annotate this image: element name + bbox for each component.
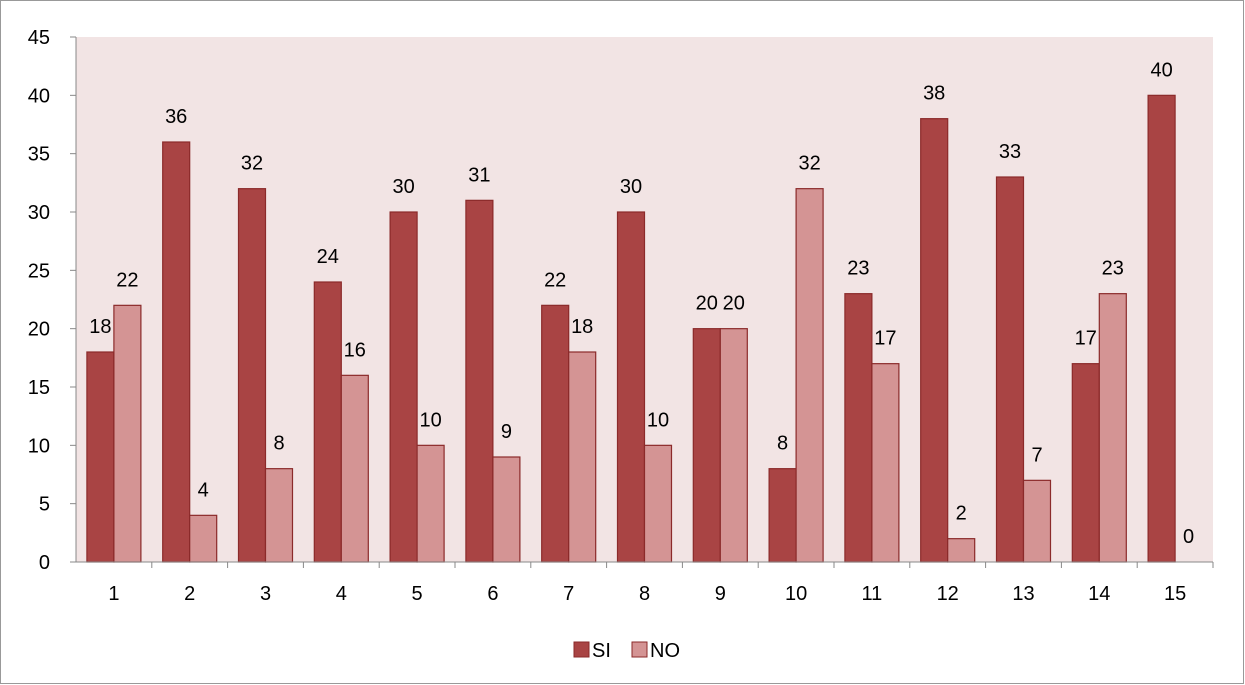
data-label-si-7: 22 <box>544 269 566 291</box>
x-tick-label: 6 <box>487 583 498 605</box>
bar-si-10 <box>768 468 797 563</box>
bar-si-3 <box>237 188 267 563</box>
data-label-no-8: 10 <box>647 409 669 431</box>
bar-no-1 <box>113 304 142 563</box>
x-tick-label: 10 <box>785 583 807 605</box>
x-tick-label: 14 <box>1088 583 1110 605</box>
data-label-no-7: 18 <box>571 316 593 338</box>
data-label-no-9: 20 <box>723 293 745 315</box>
bar-si-8 <box>616 211 646 563</box>
data-label-si-10: 8 <box>777 433 788 455</box>
bar-no-4 <box>340 374 369 563</box>
legend: SI NO <box>573 640 680 662</box>
bar-no-6 <box>492 456 521 563</box>
x-tick-label: 3 <box>260 583 271 605</box>
bar-si-14 <box>1071 363 1100 563</box>
x-tick-label: 13 <box>1012 583 1034 605</box>
bar-si-12 <box>920 118 949 563</box>
data-label-no-4: 16 <box>344 339 366 361</box>
bar-si-15 <box>1147 94 1176 563</box>
legend-swatch-no <box>631 641 648 658</box>
x-tick-label: 8 <box>639 583 650 605</box>
bar-no-2 <box>189 514 218 563</box>
x-tick-label: 12 <box>937 583 959 605</box>
bar-no-14 <box>1098 293 1127 563</box>
y-tick-label: 35 <box>28 144 50 166</box>
y-tick-label: 20 <box>28 319 50 341</box>
data-label-si-2: 36 <box>165 106 187 128</box>
bar-si-6 <box>465 199 494 563</box>
bar-no-7 <box>568 351 597 563</box>
y-tick-label: 0 <box>39 552 50 574</box>
data-label-no-14: 23 <box>1102 258 1124 280</box>
data-label-no-13: 7 <box>1031 444 1042 466</box>
data-label-si-4: 24 <box>317 246 339 268</box>
bar-no-5 <box>416 444 445 563</box>
data-label-no-3: 8 <box>273 433 284 455</box>
data-label-si-8: 30 <box>620 176 642 198</box>
bar-si-2 <box>162 141 191 563</box>
data-label-si-3: 32 <box>241 153 263 175</box>
bar-si-9 <box>692 328 721 563</box>
data-label-no-5: 10 <box>419 409 441 431</box>
data-label-no-12: 2 <box>956 503 967 525</box>
y-tick-label: 45 <box>28 27 50 49</box>
x-tick-label: 1 <box>108 583 119 605</box>
bar-no-10 <box>795 188 824 563</box>
bars-group <box>86 94 1176 563</box>
data-label-si-1: 18 <box>89 316 111 338</box>
bar-si-5 <box>389 211 418 563</box>
x-tick-label: 15 <box>1164 583 1186 605</box>
x-tick-label: 5 <box>412 583 423 605</box>
y-tick-label: 25 <box>28 260 50 282</box>
bar-no-3 <box>264 468 294 563</box>
data-label-si-6: 31 <box>468 164 490 186</box>
y-tick-label: 5 <box>39 494 50 516</box>
data-label-no-11: 17 <box>874 328 896 350</box>
y-tick-label: 30 <box>28 202 50 224</box>
bar-no-8 <box>643 444 673 563</box>
x-tick-label: 2 <box>184 583 195 605</box>
y-tick-label: 40 <box>28 85 50 107</box>
bar-no-13 <box>1022 479 1052 563</box>
data-label-no-2: 4 <box>198 479 209 501</box>
data-label-si-9: 20 <box>696 293 718 315</box>
data-label-si-11: 23 <box>847 258 869 280</box>
data-label-si-15: 40 <box>1150 59 1172 81</box>
bar-si-4 <box>313 281 342 563</box>
bar-no-9 <box>719 328 748 563</box>
legend-label-si: SI <box>592 640 611 662</box>
data-label-si-5: 30 <box>392 176 414 198</box>
bar-no-11 <box>871 363 900 563</box>
data-label-si-13: 33 <box>999 141 1021 163</box>
x-tick-label: 9 <box>715 583 726 605</box>
bar-si-1 <box>86 351 115 563</box>
x-tick-label: 11 <box>862 583 883 605</box>
bar-no-12 <box>947 538 976 563</box>
data-label-no-6: 9 <box>501 421 512 443</box>
data-label-si-14: 17 <box>1075 328 1097 350</box>
bar-si-11 <box>844 293 873 563</box>
y-tick-label: 10 <box>28 435 50 457</box>
bar-si-7 <box>541 304 570 563</box>
x-tick-label: 4 <box>336 583 347 605</box>
data-label-no-15: 0 <box>1183 526 1194 548</box>
y-tick-label: 15 <box>28 377 50 399</box>
bar-si-13 <box>995 176 1025 563</box>
legend-swatch-si <box>573 641 590 658</box>
data-label-no-1: 22 <box>116 269 138 291</box>
data-label-si-12: 38 <box>923 83 945 105</box>
x-tick-label: 7 <box>563 583 574 605</box>
legend-label-no: NO <box>650 640 680 662</box>
data-label-no-10: 32 <box>798 153 820 175</box>
